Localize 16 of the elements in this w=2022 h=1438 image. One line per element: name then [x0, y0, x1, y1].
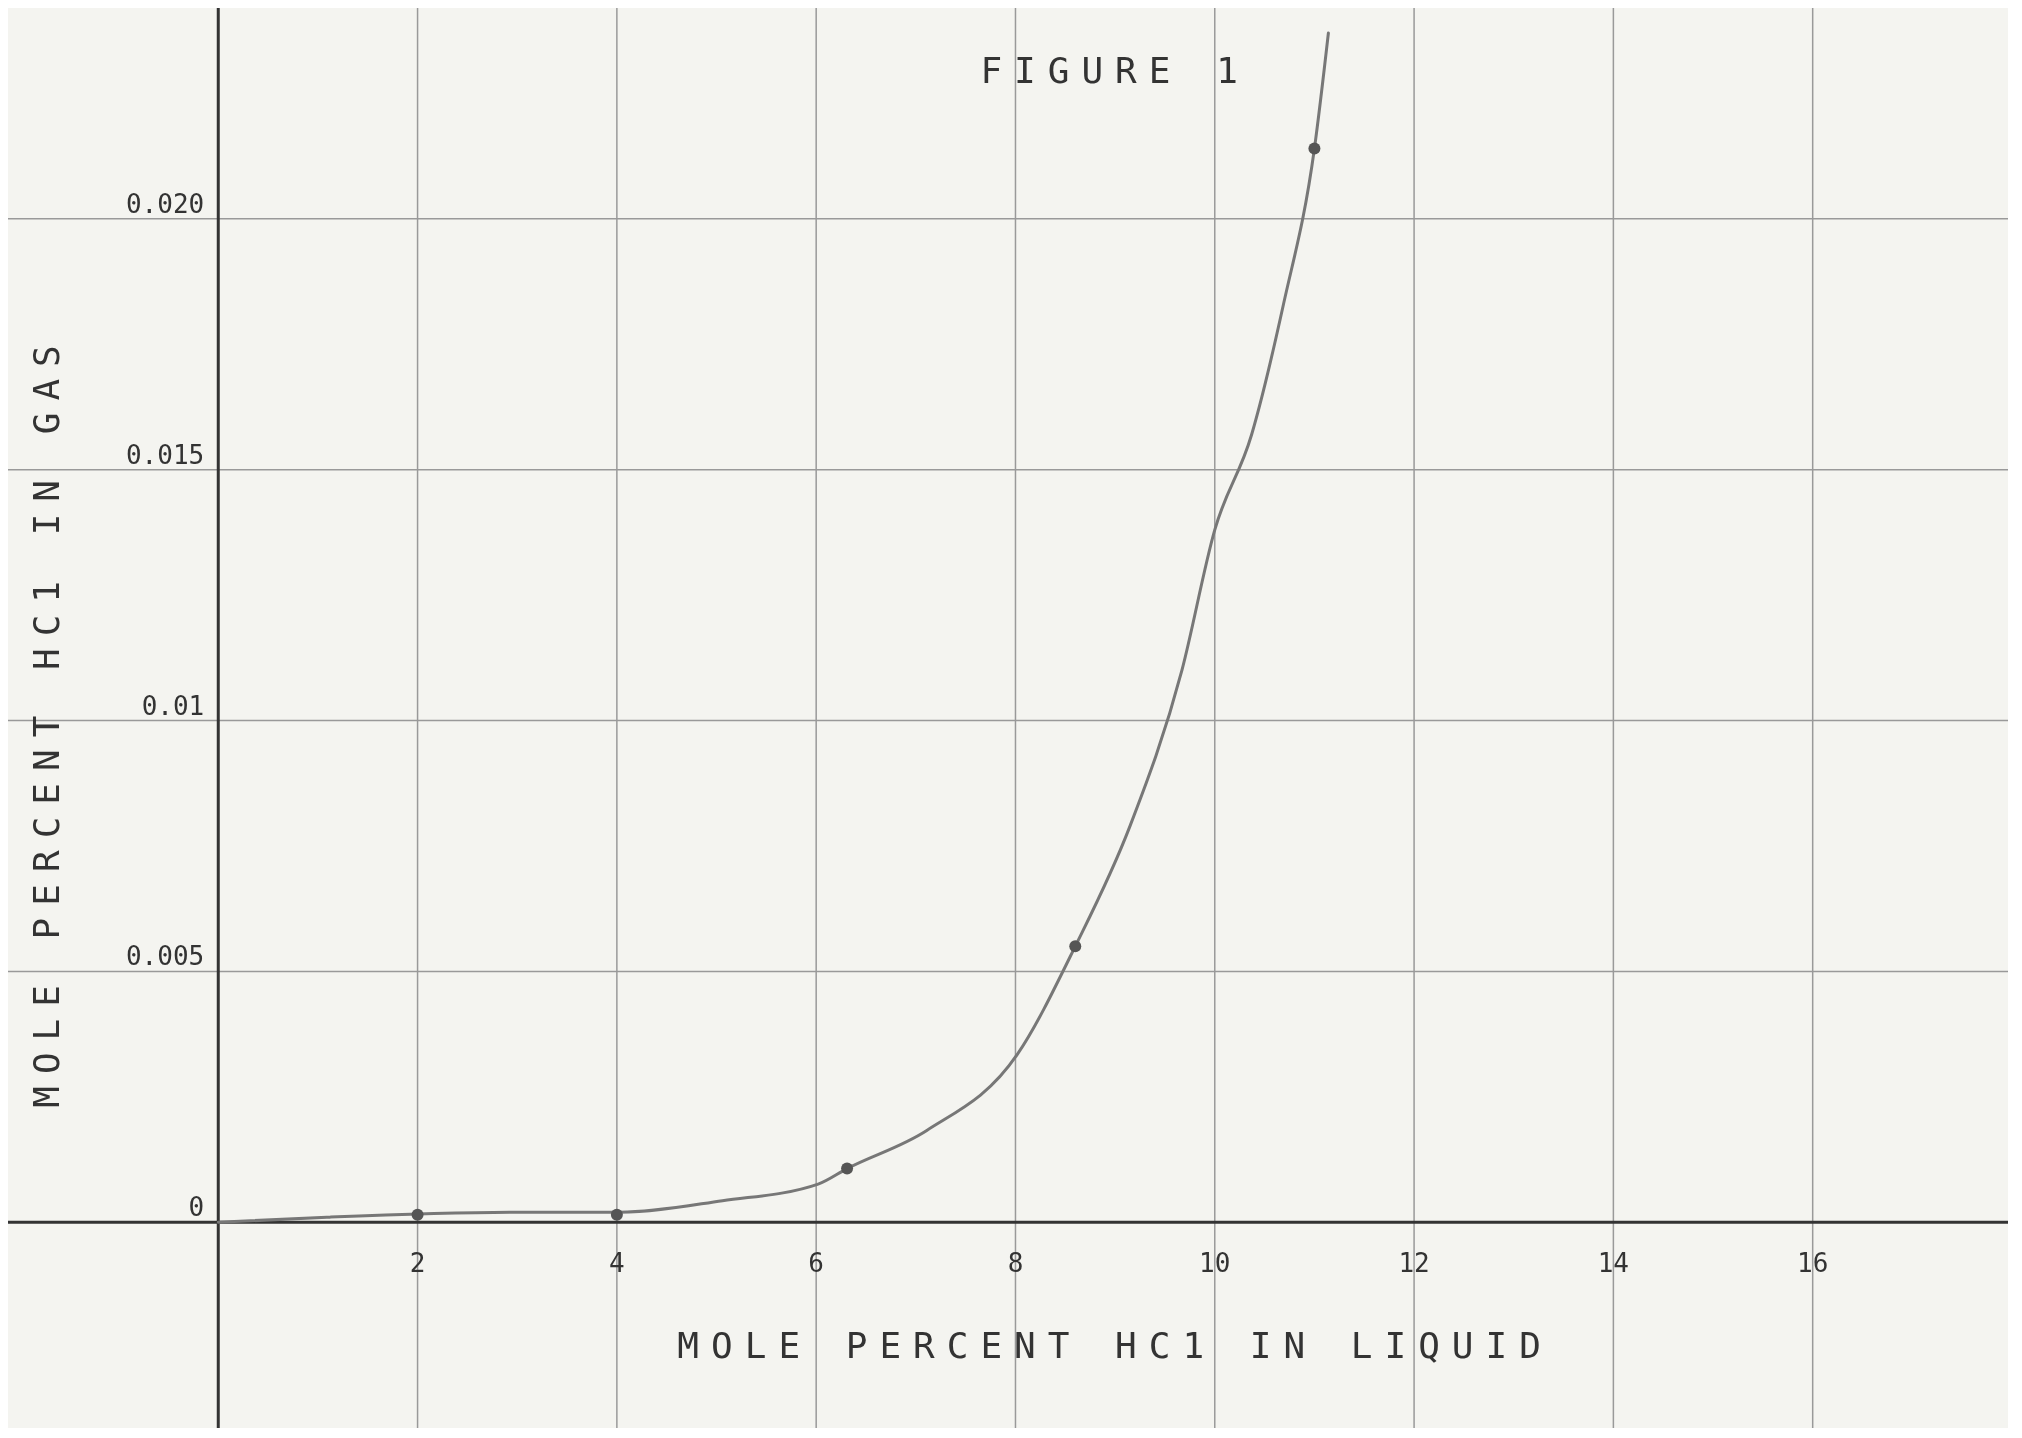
x-tick-label: 10 [1199, 1248, 1231, 1279]
x-tick-label: 12 [1398, 1248, 1430, 1279]
x-tick-label: 2 [409, 1248, 426, 1279]
y-tick-label: 0.005 [125, 941, 205, 972]
x-axis-title: MOLE PERCENT HC1 IN LIQUID [677, 1324, 1553, 1366]
x-tick-label: 6 [808, 1248, 824, 1279]
x-tick-label: 8 [1007, 1248, 1024, 1279]
y-tick-label: 0 [188, 1192, 205, 1223]
y-axis-title: MOLE PERCENT HC1 IN GAS [25, 333, 67, 1108]
y-tick-label: 0.020 [125, 188, 205, 219]
x-tick-label: 4 [609, 1248, 625, 1279]
x-tick-label: 14 [1597, 1248, 1630, 1279]
x-tick-label: 16 [1797, 1248, 1829, 1279]
y-tick-label: 0.015 [125, 439, 205, 470]
text: FIGURE 1 [980, 50, 1250, 92]
y-tick-label: 0.01 [141, 690, 205, 721]
